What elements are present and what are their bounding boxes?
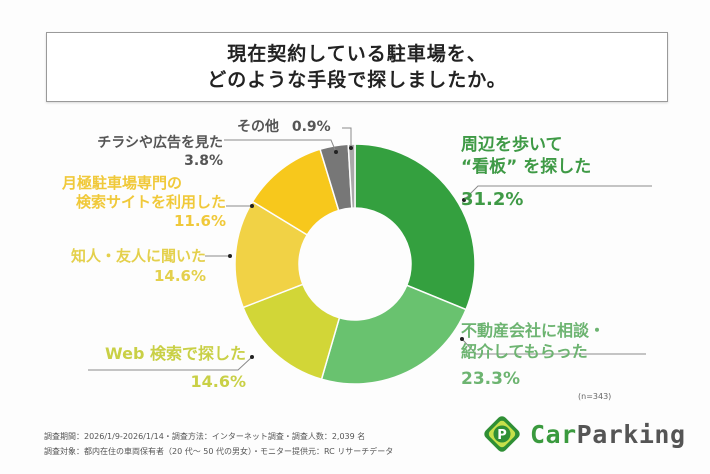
label-web: Web 検索で探した 14.6% xyxy=(92,343,246,392)
brand-name-parking: Parking xyxy=(576,419,686,449)
value-friends: 14.6% xyxy=(153,267,206,285)
label-other: その他 0.9% xyxy=(237,118,331,136)
label-realestate: 不動産会社に相談・ 紹介してもらった 23.3% xyxy=(461,320,605,390)
label-friends-line1: 知人・友人に聞いた xyxy=(70,247,206,265)
chart-title-line-1: 現在契約している駐車場を、 xyxy=(227,43,487,65)
survey-note-2: 調査対象：都内在住の車両保有者（20 代～ 50 代の男女）・モニター提供元：R… xyxy=(44,447,394,456)
label-other-text: その他 xyxy=(237,119,279,135)
label-search-site: 月極駐車場専門の 検索サイトを利用した 11.6% xyxy=(40,174,226,231)
leader-dot xyxy=(250,355,254,359)
leader-dot xyxy=(462,198,466,202)
leader-line xyxy=(342,127,352,148)
value-flyer: 3.8% xyxy=(184,153,223,169)
label-realestate-line2: 紹介してもらった xyxy=(461,342,588,361)
leader-dot xyxy=(460,337,464,341)
survey-note-1: 調査期間：2026/1/9-2026/1/14・調査方法：インターネット調査・調… xyxy=(44,432,366,441)
label-signboard-line1: 周辺を歩いて xyxy=(461,135,563,155)
leader-dot xyxy=(250,204,254,208)
label-flyer-line1: チラシや広告を見た xyxy=(97,135,223,151)
donut-slice xyxy=(347,143,356,209)
label-flyer: チラシや広告を見た 3.8% xyxy=(60,134,223,170)
svg-text:P: P xyxy=(497,428,507,443)
label-signboard: 周辺を歩いて “看板” を探した 31.2% xyxy=(461,134,591,211)
chart-title-line-2: どのような手段で探しましたか。 xyxy=(207,69,507,91)
donut-slice xyxy=(320,284,467,385)
label-search-site-line1: 月極駐車場専門の xyxy=(62,174,183,192)
leader-dot xyxy=(349,146,353,150)
label-friends: 知人・友人に聞いた 14.6% xyxy=(30,246,206,286)
leader-line xyxy=(88,356,253,371)
leader-dot xyxy=(334,150,338,154)
brand-name-car: Car xyxy=(530,419,577,449)
leader-dot xyxy=(228,254,232,258)
donut-slice xyxy=(354,143,476,311)
parking-p-icon: P xyxy=(484,416,520,452)
label-realestate-line1: 不動産会社に相談・ xyxy=(461,321,606,340)
value-web: 14.6% xyxy=(190,372,246,391)
carparking-logo: P CarParking xyxy=(482,414,686,454)
label-web-line1: Web 検索で探した xyxy=(105,344,246,363)
label-signboard-line2: “看板” を探した xyxy=(461,157,592,177)
leader-line xyxy=(224,139,337,153)
value-signboard: 31.2% xyxy=(461,189,524,210)
label-search-site-line2: 検索サイトを利用した xyxy=(75,193,226,211)
value-other: 0.9% xyxy=(291,119,331,135)
title-box: 現在契約している駐車場を、 どのような手段で探しましたか。 xyxy=(46,32,668,102)
brand-name: CarParking xyxy=(530,420,686,449)
leader-line xyxy=(463,185,652,201)
leader-line xyxy=(461,338,646,355)
value-search-site: 11.6% xyxy=(173,212,226,230)
value-realestate: 23.3% xyxy=(461,369,520,389)
sample-size: (n=343) xyxy=(578,392,612,401)
